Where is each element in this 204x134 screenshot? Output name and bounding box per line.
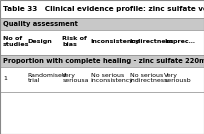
Text: Quality assessment: Quality assessment: [3, 21, 78, 27]
Text: 1: 1: [3, 76, 7, 81]
Bar: [0, 92, 204, 134]
Text: Randomised
trial: Randomised trial: [28, 73, 67, 83]
Text: Table 33   Clinical evidence profile: zinc sulfate versus plac…: Table 33 Clinical evidence profile: zinc…: [3, 6, 204, 12]
Text: Risk of
bias: Risk of bias: [62, 36, 87, 47]
Bar: [0, 67, 204, 92]
Bar: [0, 18, 204, 30]
Text: Imprec…: Imprec…: [164, 39, 195, 44]
Text: Inconsistency: Inconsistency: [91, 39, 140, 44]
Text: Design: Design: [28, 39, 52, 44]
Text: Proportion with complete healing - zinc sulfate 220mg versus plac…: Proportion with complete healing - zinc …: [3, 58, 204, 64]
Bar: [0, 55, 204, 67]
Text: No of
studies: No of studies: [3, 36, 30, 47]
Text: No serious
inconsistency: No serious inconsistency: [91, 73, 134, 83]
Text: Very
seriousb: Very seriousb: [164, 73, 191, 83]
Text: Very
seriousa: Very seriousa: [62, 73, 89, 83]
Bar: [0, 30, 204, 55]
Text: Indirectness: Indirectness: [130, 39, 174, 44]
Text: No serious
indirectness: No serious indirectness: [130, 73, 168, 83]
Bar: [0, 0, 204, 18]
